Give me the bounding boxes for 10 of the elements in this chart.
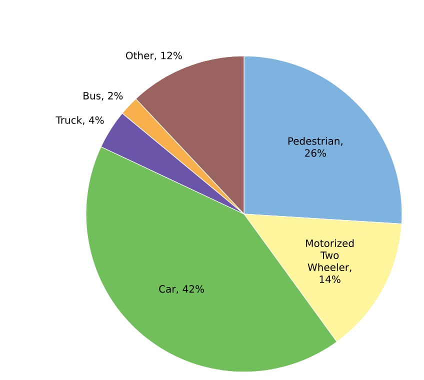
data-label: , 42% xyxy=(176,285,204,294)
slice-label: Car xyxy=(159,285,176,293)
slice-label: Bus xyxy=(84,92,101,100)
slice-label: Other xyxy=(126,52,154,60)
data-label: , 2% xyxy=(102,92,123,101)
data-label: , 14% xyxy=(320,270,352,284)
slice-label: Truck xyxy=(56,116,82,124)
data-label: , 4% xyxy=(82,116,104,125)
data-label: , 12% xyxy=(154,52,182,60)
slice-label: Pedestrian xyxy=(288,137,340,145)
